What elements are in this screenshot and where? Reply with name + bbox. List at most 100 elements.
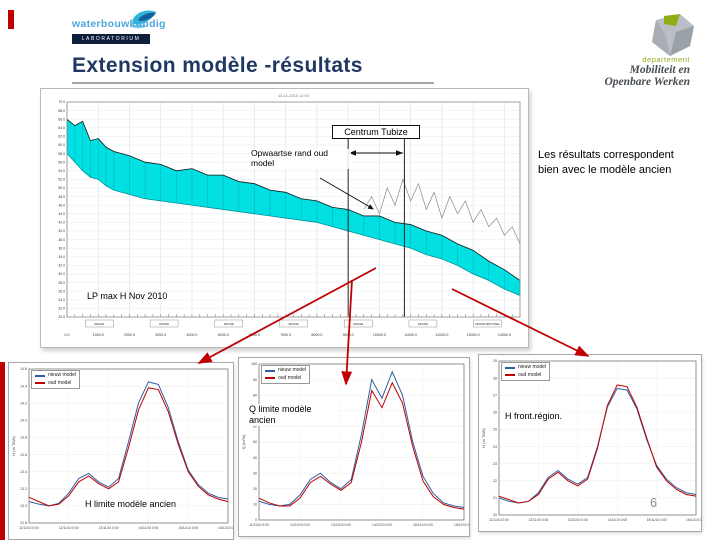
svg-text:12/11/10 0:00: 12/11/10 0:00 <box>59 526 79 530</box>
svg-text:20.0: 20.0 <box>58 315 65 319</box>
svg-text:60: 60 <box>253 425 257 429</box>
svg-text:68.0: 68.0 <box>58 109 65 113</box>
svg-text:22.0: 22.0 <box>58 307 65 311</box>
svg-text:12/11/10 0:00: 12/11/10 0:00 <box>528 518 548 522</box>
svg-text:ZENNE: ZENNE <box>94 322 104 326</box>
svg-text:10000.0: 10000.0 <box>373 333 386 337</box>
svg-text:48.0: 48.0 <box>58 195 65 199</box>
mow-rock-icon <box>652 14 694 56</box>
svg-text:15/11/10 0:00: 15/11/10 0:00 <box>178 526 198 530</box>
svg-text:ZENNE: ZENNE <box>288 322 298 326</box>
h-limite-plot: 12.8 13.0 13.2 13.4 13.6 13.8 14.0 14.2 14.4 14.6… <box>11 367 233 530</box>
legend-h-front: nieuw model oud model <box>501 362 551 381</box>
svg-text:14000.0: 14000.0 <box>498 333 511 337</box>
svg-text:5000.0: 5000.0 <box>218 333 229 337</box>
chart-q-limite-modele-ancien: 010203040506070809010011/11/10 0:0012/11… <box>238 357 470 537</box>
svg-text:13.6: 13.6 <box>20 453 27 457</box>
svg-text:11/11/10 0:00: 11/11/10 0:00 <box>19 526 39 530</box>
svg-text:11/11/10 0:00: 11/11/10 0:00 <box>249 523 269 527</box>
svg-text:70.0: 70.0 <box>58 100 65 104</box>
svg-text:12.8: 12.8 <box>20 521 27 525</box>
svg-text:100: 100 <box>251 362 257 366</box>
svg-text:22: 22 <box>493 479 497 483</box>
svg-text:ZENNE: ZENNE <box>418 322 428 326</box>
svg-text:28.0: 28.0 <box>58 281 65 285</box>
svg-text:16/11/10 0:00: 16/11/10 0:00 <box>454 523 469 527</box>
mow-mobiliteit-label: Mobiliteit en <box>629 63 690 76</box>
svg-text:66.0: 66.0 <box>58 117 65 121</box>
svg-text:16/11/10 0:00: 16/11/10 0:00 <box>686 518 701 522</box>
svg-text:30: 30 <box>253 471 257 475</box>
svg-text:62.0: 62.0 <box>58 135 65 139</box>
svg-text:32.0: 32.0 <box>58 264 65 268</box>
svg-text:14/11/10 0:00: 14/11/10 0:00 <box>372 523 392 527</box>
svg-text:50: 50 <box>253 440 257 444</box>
slide-title: Extension modèle -résultats <box>72 54 363 77</box>
svg-text:24.0: 24.0 <box>58 298 65 302</box>
wl-logo-name: waterbouwkundig <box>72 18 166 30</box>
svg-text:13.2: 13.2 <box>20 487 27 491</box>
svg-text:46.0: 46.0 <box>58 203 65 207</box>
svg-text:80: 80 <box>253 393 257 397</box>
svg-text:26.0: 26.0 <box>58 289 65 293</box>
svg-text:H (m TAW): H (m TAW) <box>11 436 16 456</box>
svg-text:ZENNE BRUSSEL: ZENNE BRUSSEL <box>475 322 500 326</box>
svg-text:2000.0: 2000.0 <box>124 333 135 337</box>
svg-text:13000.0: 13000.0 <box>467 333 480 337</box>
opwaartse-rand-arrow <box>319 177 374 210</box>
annotation-opwaartse-rand: Opwaartse rand oud model <box>251 148 351 169</box>
mow-openbare-werken-label: Openbare Werken <box>604 75 690 88</box>
svg-text:21: 21 <box>493 496 497 500</box>
h-front-region-plot: 20 21 22 23 24 25 26 27 28 29 11/11/10 0:00 12/11/1… <box>481 359 701 522</box>
main-profile-plot: 0.0 1000.0 2000.0 3000.0 4000.0 5000.0 6000.0 7… <box>58 93 521 337</box>
svg-text:14.6: 14.6 <box>20 367 27 371</box>
svg-text:23: 23 <box>493 462 497 466</box>
svg-text:14.0: 14.0 <box>20 419 27 423</box>
svg-text:1000.0: 1000.0 <box>93 333 104 337</box>
page-number: 6 <box>650 496 657 510</box>
label-h-front: H front.région. <box>503 411 565 421</box>
svg-text:42.0: 42.0 <box>58 221 65 225</box>
q-limite-plot: 010203040506070809010011/11/10 0:0012/11… <box>241 362 469 527</box>
annotation-centrum-tubize: Centrum Tubize <box>332 125 420 139</box>
svg-text:12/11/10 0:00: 12/11/10 0:00 <box>290 523 310 527</box>
svg-text:14.2: 14.2 <box>20 401 27 405</box>
mow-logo-text: departement Mobiliteit en Openbare Werke… <box>604 56 690 88</box>
svg-text:20: 20 <box>493 513 497 517</box>
svg-text:40: 40 <box>253 456 257 460</box>
svg-text:56.0: 56.0 <box>58 160 65 164</box>
svg-text:ZENNE: ZENNE <box>353 322 363 326</box>
svg-text:27: 27 <box>493 393 497 397</box>
svg-text:25: 25 <box>493 428 497 432</box>
svg-text:36.0: 36.0 <box>58 246 65 250</box>
svg-text:24: 24 <box>493 445 497 449</box>
mow-departement-label: departement <box>642 55 690 64</box>
label-q-limite: Q limite modèle ancien <box>247 404 337 426</box>
svg-text:14.4: 14.4 <box>20 384 27 388</box>
svg-text:50.0: 50.0 <box>58 186 65 190</box>
svg-text:11/11/10 0:00: 11/11/10 0:00 <box>489 518 509 522</box>
svg-text:14-11-2010 11:00: 14-11-2010 11:00 <box>278 93 310 98</box>
svg-text:ZENNE: ZENNE <box>224 322 234 326</box>
svg-text:16/11/10 0:00: 16/11/10 0:00 <box>218 526 233 530</box>
svg-text:H (m TAW): H (m TAW) <box>481 428 486 448</box>
chart-h-front-region: 20 21 22 23 24 25 26 27 28 29 11/11/10 0:00 12/11/1… <box>478 354 702 532</box>
svg-text:90: 90 <box>253 378 257 382</box>
svg-text:15/11/10 0:00: 15/11/10 0:00 <box>413 523 433 527</box>
svg-text:6000.0: 6000.0 <box>249 333 260 337</box>
svg-text:58.0: 58.0 <box>58 152 65 156</box>
svg-text:60.0: 60.0 <box>58 143 65 147</box>
svg-text:11000.0: 11000.0 <box>404 333 417 337</box>
svg-text:64.0: 64.0 <box>58 126 65 130</box>
svg-text:14/11/10 0:00: 14/11/10 0:00 <box>607 518 627 522</box>
svg-text:Q (m³/s): Q (m³/s) <box>241 434 246 449</box>
wl-water-swirl-icon <box>130 10 156 29</box>
svg-text:0: 0 <box>255 518 257 522</box>
svg-text:7000.0: 7000.0 <box>280 333 291 337</box>
legend-h-limite: nieuw model oud model <box>31 370 81 389</box>
svg-text:0.0: 0.0 <box>65 333 70 337</box>
svg-text:13/11/10 0:00: 13/11/10 0:00 <box>99 526 119 530</box>
svg-text:13/11/10 0:00: 13/11/10 0:00 <box>568 518 588 522</box>
label-h-limite: H limite modèle ancien <box>83 499 179 509</box>
